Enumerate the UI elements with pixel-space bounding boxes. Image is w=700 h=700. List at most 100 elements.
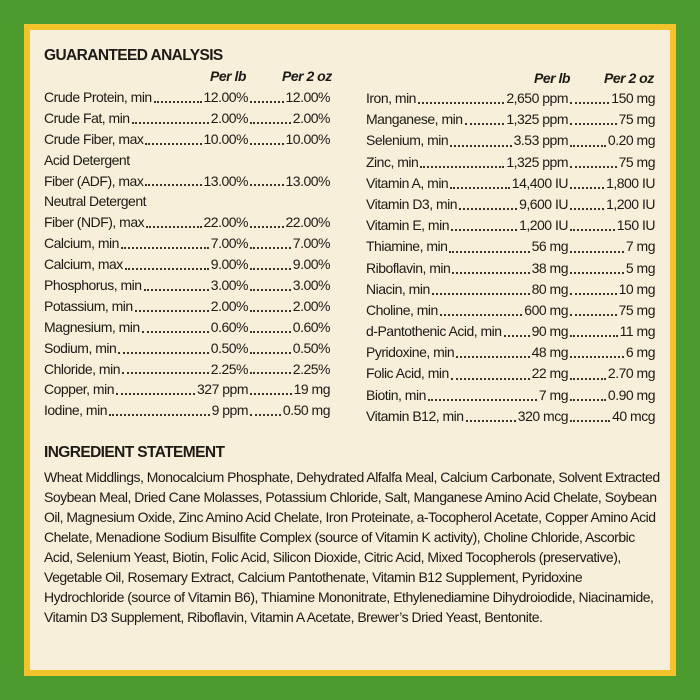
value-per-2oz: 0.50% [292,339,331,356]
nutrient-name: Vitamin E, min [366,217,450,234]
dot-leader [146,226,202,229]
nutrient-name: Crude Protein, min [44,89,152,105]
nutrient-row: Pyridoxine, min 48 mg 6 mg [366,342,656,363]
value-per-lb: 0.50% [210,339,249,356]
dot-leader [108,414,210,417]
nutrient-name: Folic Acid, min [366,365,449,382]
nutrient-row: Crude Fat, min 2.00% 2.00% [44,108,331,129]
nutrient-row: Selenium, min 3.53 ppm 0.20 mg [366,130,656,151]
value-per-2oz: 5 mg [625,259,656,276]
nutrient-name: Phosphorus, min [44,277,142,294]
dot-leader [450,186,510,189]
value-per-2oz: 0.20 mg [607,132,656,149]
dot-leader [250,121,291,124]
dot-leader [450,144,512,147]
value-per-lb: 2.25% [210,360,249,377]
nutrient-row: Manganese, min 1,325 ppm 75 mg [366,109,656,130]
dot-leader [143,288,209,291]
nutrient-row: Copper, min 327 ppm 19 mg [44,379,331,400]
value-per-lb: 1,325 ppm [506,153,568,170]
nutrient-name: Vitamin D3, min [366,195,458,212]
value-per-2oz: 6 mg [625,344,656,361]
value-per-lb: 9.00% [210,256,249,273]
nutrient-row: Sodium, min 0.50% 0.50% [44,338,331,359]
nutrient-row: Vitamin D3, min 9,600 IU 1,200 IU [366,194,655,215]
dot-leader [570,186,605,189]
dot-leader [124,268,209,271]
nutrient-name: Zinc, min [366,153,419,170]
dot-leader [459,208,518,211]
nutrient-row: Niacin, min 80 mg 10 mg [366,279,656,300]
nutrient-name: Calcium, min [44,235,119,252]
nutrient-name: Thiamine, min [366,238,448,255]
value-per-2oz: 9.00% [292,256,331,273]
dot-leader [427,398,537,401]
value-per-lb: 56 mg [531,238,569,255]
nutrient-row: Folic Acid, min 22 mg 2.70 mg [366,363,656,384]
value-per-2oz: 1,800 IU [606,174,655,191]
nutrient-row: d-Pantothenic Acid, min 90 mg 11 mg [366,321,656,342]
dot-leader [570,271,624,274]
dot-leader [250,330,291,333]
nutrient-name: Vitamin A, min [366,174,449,191]
nutrient-name: Calcium, max [44,256,123,273]
value-per-2oz: 150 mg [611,90,655,106]
dot-leader [121,372,209,375]
value-per-2oz: 0.60% [292,318,331,335]
value-per-lb: 320 mcg [517,407,569,424]
dot-leader [570,123,617,126]
value-per-2oz: 75 mg [618,153,656,170]
nutrient-row: Crude Protein, min 12.00% 12.00% [44,87,331,108]
value-per-lb: 48 mg [531,344,569,361]
dot-leader [115,393,196,396]
dot-leader [417,102,505,105]
value-per-lb: 3.53 ppm [513,132,569,149]
value-per-lb: 3.00% [210,277,249,294]
dot-leader [250,372,291,375]
nutrient-row: Vitamin B12, min 320 mcg 40 mcg [366,406,655,427]
guaranteed-analysis-title: GUARANTEED ANALYSIS [44,47,223,64]
nutrient-name: Iodine, min [44,402,107,419]
nutrient-row: Acid Detergent [44,150,330,171]
dot-leader [570,314,617,317]
nutrient-row: Fiber (NDF), max 22.00% 22.00% [44,212,331,233]
ingredient-line: Acid, Mixed Tocopherols (preservative), … [44,549,621,585]
dot-leader [141,330,209,333]
value-per-lb: 22 mg [531,365,569,382]
value-per-2oz: 2.00% [292,109,331,126]
value-per-2oz: 11 mg [619,323,656,340]
ingredient-line: Acetate, Brewer’s Dried Yeast, Bentonite… [306,609,543,625]
value-per-lb: 600 mg [524,301,568,318]
ingredient-line: activity), Choline Chloride, Ascorbic Ac… [44,529,635,565]
value-per-lb: 9 ppm [211,402,249,419]
dot-leader [503,335,530,338]
value-per-2oz: 22.00% [285,214,331,231]
value-per-2oz: 0.90 mg [607,386,656,403]
nutrient-row: Fiber (ADF), max 13.00% 13.00% [44,171,331,192]
dot-leader [570,292,617,295]
nutrient-row: Biotin, min 7 mg 0.90 mg [366,385,656,406]
nutrient-name: Potassium, min [44,297,133,314]
dot-leader [250,247,291,250]
nutrient-name: Vitamin B12, min [366,407,464,424]
nutrient-name: Iron, min [366,90,416,106]
dot-leader [570,356,624,359]
dot-leader [250,309,291,312]
nutrient-name: Selenium, min [366,132,449,149]
value-per-2oz: 0.50 mg [282,402,331,419]
value-per-2oz: 1,200 IU [606,195,655,212]
dot-leader [250,142,284,145]
value-per-lb: 22.00% [203,214,249,231]
value-per-2oz: 19 mg [293,381,331,398]
value-per-2oz: 10.00% [285,130,331,147]
value-per-lb: 1,325 ppm [506,111,568,128]
ingredient-line: Wheat Middlings, Monocalcium Phosphate, … [44,469,602,485]
nutrient-row: Vitamin E, min 1,200 IU 150 IU [366,215,656,236]
nutrient-name: Crude Fiber, max [44,130,144,147]
value-per-lb: 10.00% [203,130,249,147]
dot-leader [570,335,618,338]
value-per-2oz: 2.00% [292,297,331,314]
nutrient-row: Vitamin A, min 14,400 IU 1,800 IU [366,173,655,194]
nutrient-row: Magnesium, min 0.60% 0.60% [44,317,331,338]
dot-leader [570,250,624,253]
